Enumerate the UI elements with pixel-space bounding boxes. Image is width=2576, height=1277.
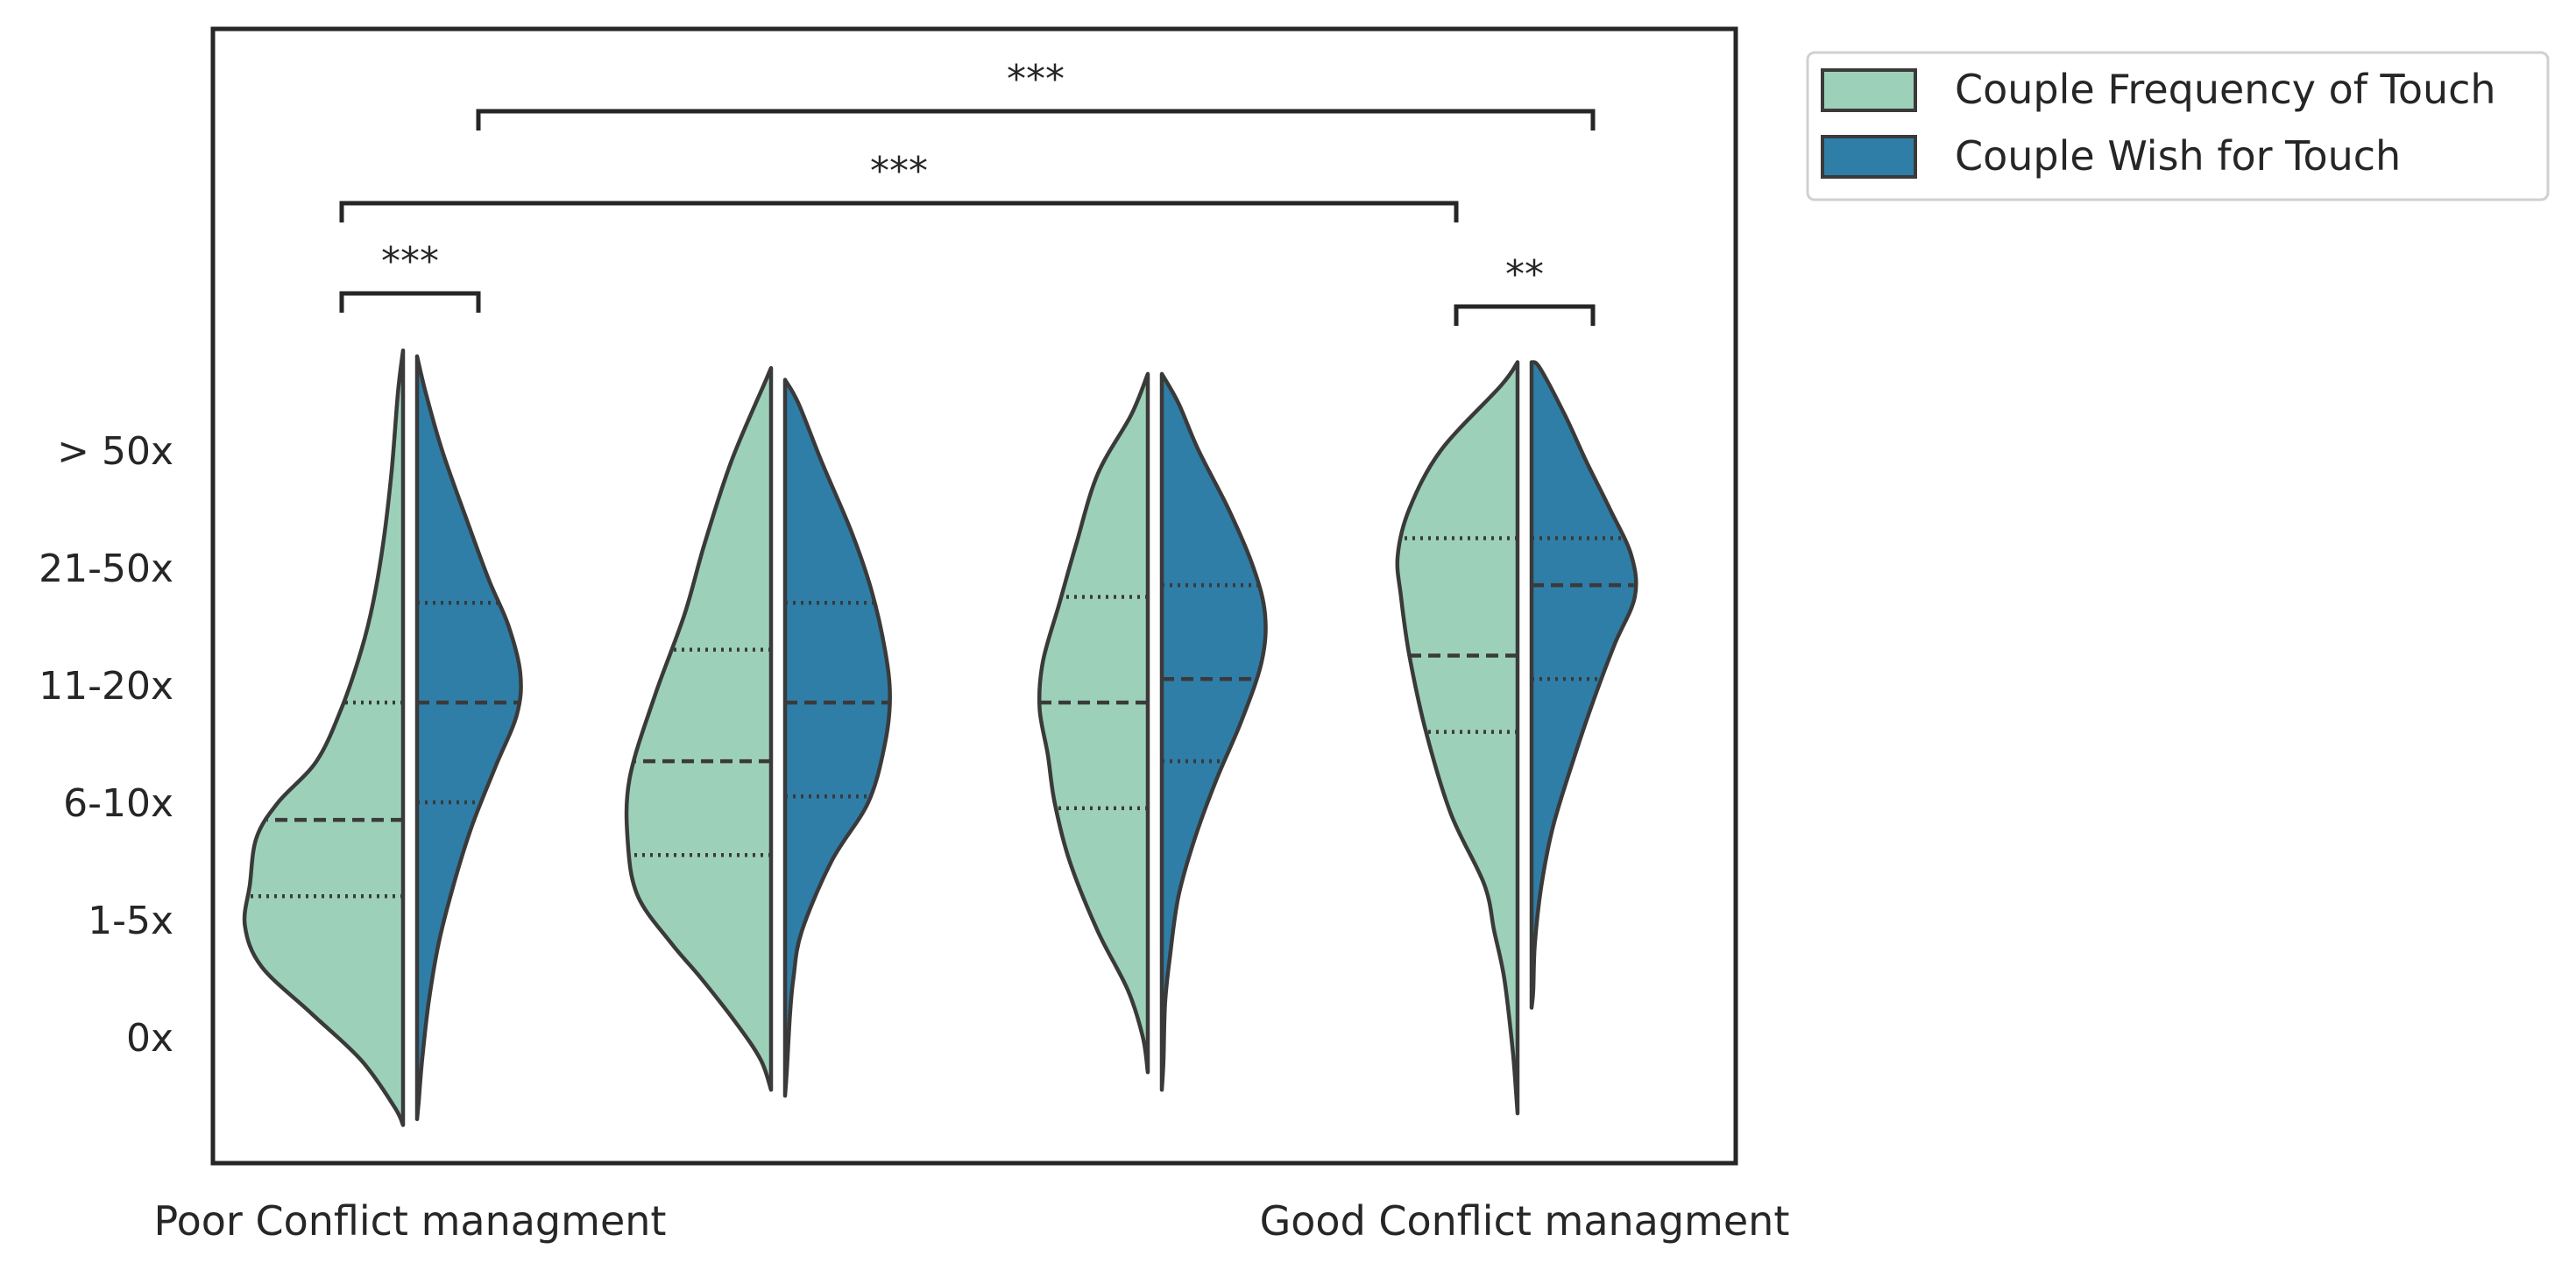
- y-tick-label: 6-10x: [63, 781, 173, 826]
- significance-label: ***: [1007, 57, 1065, 102]
- violin-body: [782, 377, 892, 1098]
- significance-bracket: **: [1454, 252, 1596, 326]
- plot-frame: [210, 26, 1738, 1166]
- violin-half: [1037, 371, 1150, 1075]
- legend-label: Couple Frequency of Touch: [1955, 66, 2496, 113]
- legend: Couple Frequency of Touch Couple Wish for…: [1806, 51, 2550, 201]
- violin-body: [1529, 360, 1638, 1010]
- significance-bracket: ***: [476, 57, 1596, 131]
- bracket-line: [339, 201, 1459, 222]
- violin-half: [414, 354, 523, 1122]
- violin-body: [624, 365, 774, 1092]
- violin-half: [624, 365, 774, 1092]
- x-tick-label: Good Conflict managment: [1260, 1197, 1790, 1245]
- violin-body: [1037, 371, 1150, 1075]
- legend-swatch: [1821, 68, 1917, 112]
- x-tick-labels: Poor Conflict managment Good Conflict man…: [154, 1197, 1790, 1245]
- violin-body: [1159, 371, 1268, 1092]
- significance-bracket: ***: [339, 239, 481, 313]
- violin-half: [1159, 371, 1268, 1092]
- violin-half: [1395, 360, 1520, 1116]
- legend-label: Couple Wish for Touch: [1955, 132, 2401, 180]
- legend-swatch: [1821, 135, 1917, 179]
- significance-label: ***: [381, 239, 439, 284]
- y-tick-label: 0x: [126, 1016, 173, 1061]
- y-tick-labels: 0x 1-5x 6-10x 11-20x 21-50x > 50x: [39, 429, 173, 1061]
- violin-body: [414, 354, 523, 1122]
- bracket-line: [339, 291, 481, 313]
- y-tick-label: 1-5x: [88, 899, 173, 943]
- significance-label: ***: [870, 149, 928, 194]
- y-tick-label: 11-20x: [39, 664, 173, 709]
- violin-body: [242, 348, 406, 1127]
- violin-half: [782, 377, 892, 1098]
- violin-body: [1395, 360, 1520, 1116]
- violin-half: [242, 348, 406, 1127]
- bracket-line: [476, 109, 1596, 131]
- y-tick-label: > 50x: [57, 429, 173, 474]
- significance-bracket: ***: [339, 149, 1459, 222]
- significance-label: **: [1505, 252, 1544, 297]
- legend-box: [1806, 51, 2550, 201]
- violin-half: [1529, 360, 1638, 1010]
- significance-brackets: *** ********: [339, 57, 1596, 326]
- y-tick-label: 21-50x: [39, 547, 173, 591]
- bracket-line: [1454, 304, 1596, 326]
- violins-layer: [242, 348, 1638, 1127]
- x-tick-label: Poor Conflict managment: [154, 1197, 667, 1245]
